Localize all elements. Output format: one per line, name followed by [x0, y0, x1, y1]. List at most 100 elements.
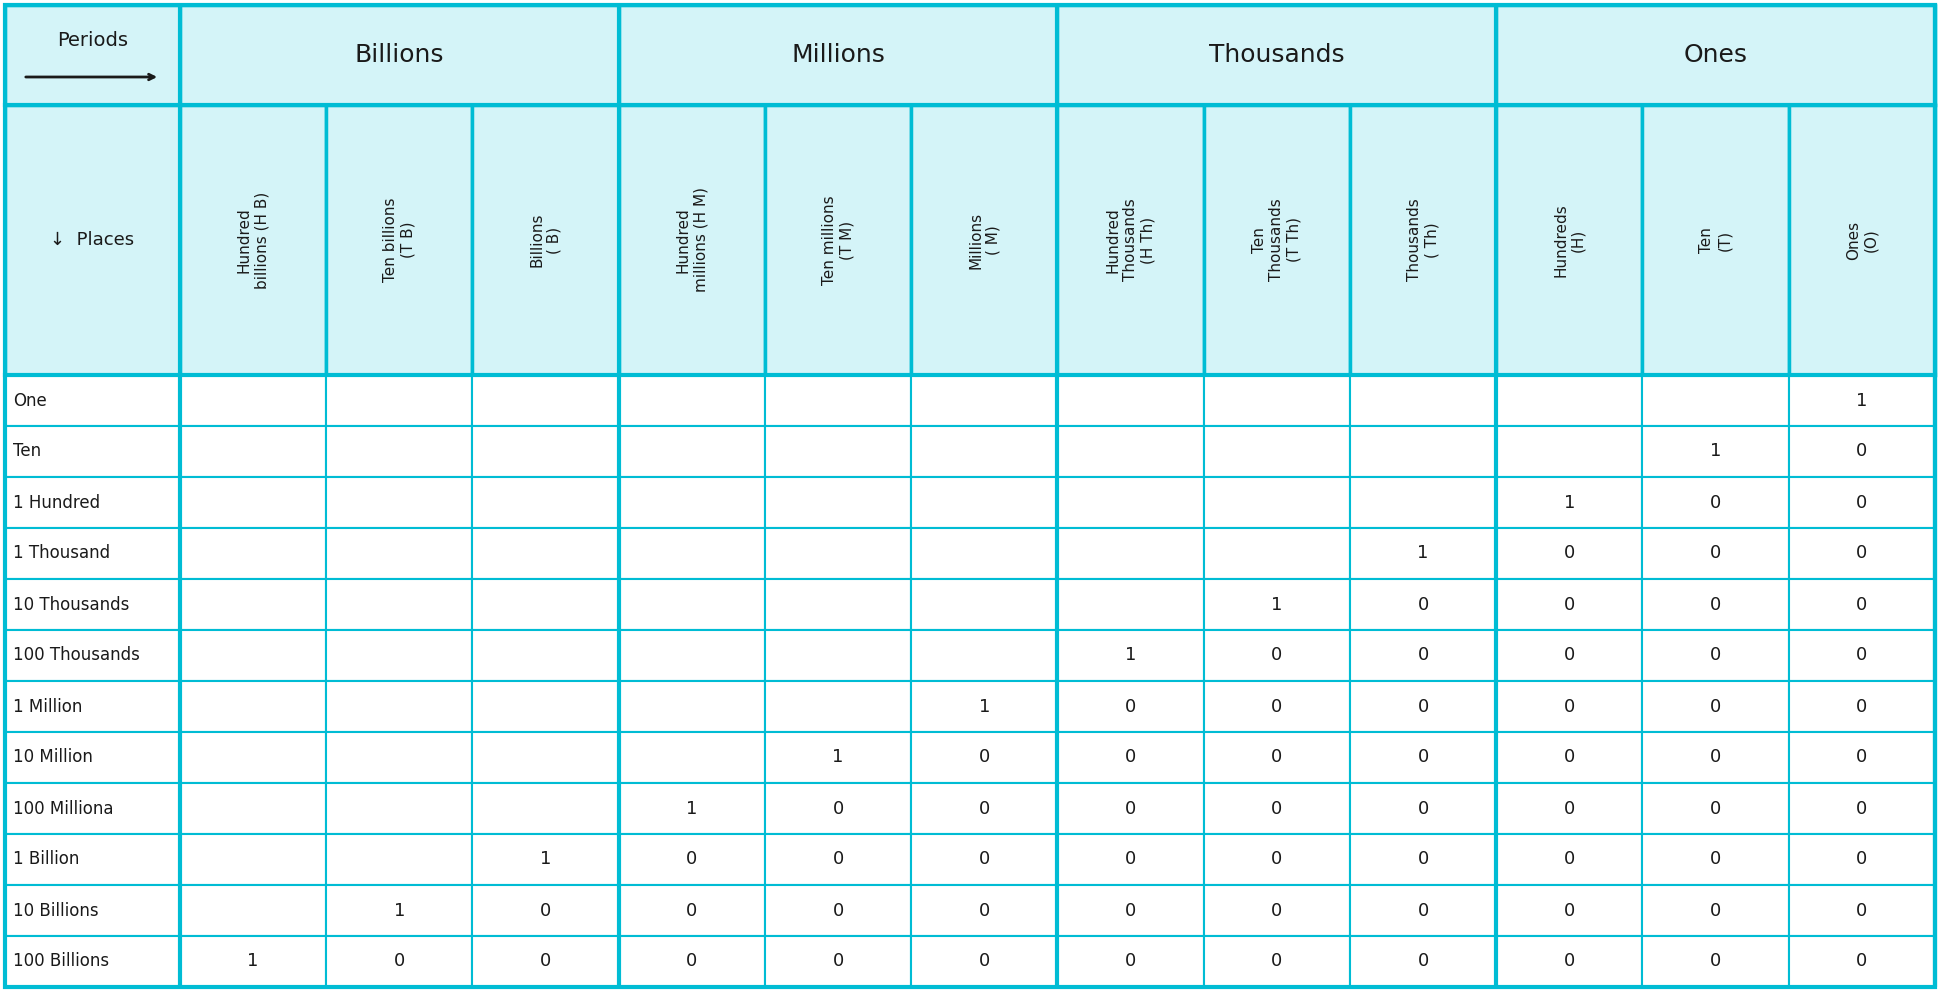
- Bar: [619, 375, 764, 426]
- Bar: [911, 783, 1057, 834]
- Text: Ones: Ones: [1683, 43, 1747, 67]
- Text: 1: 1: [977, 697, 989, 715]
- Text: 0: 0: [1563, 545, 1574, 562]
- Bar: [1788, 783, 1933, 834]
- Bar: [326, 579, 473, 630]
- Text: 0: 0: [539, 902, 551, 920]
- Bar: [1788, 528, 1933, 579]
- Bar: [180, 579, 326, 630]
- Bar: [1495, 936, 1642, 987]
- Bar: [473, 936, 619, 987]
- Bar: [6, 579, 180, 630]
- Text: 1 Billion: 1 Billion: [14, 850, 79, 869]
- Bar: [1057, 579, 1202, 630]
- Bar: [764, 477, 911, 528]
- Bar: [1495, 885, 1642, 936]
- Bar: [1202, 375, 1350, 426]
- Bar: [1788, 375, 1933, 426]
- Text: Hundred
billions (H B): Hundred billions (H B): [237, 191, 270, 289]
- Text: 0: 0: [832, 902, 843, 920]
- Bar: [1788, 732, 1933, 783]
- Bar: [1202, 783, 1350, 834]
- Bar: [326, 528, 473, 579]
- Bar: [1202, 579, 1350, 630]
- Bar: [1202, 528, 1350, 579]
- Bar: [473, 834, 619, 885]
- Bar: [1350, 630, 1495, 681]
- Bar: [764, 579, 911, 630]
- Text: 0: 0: [1270, 800, 1282, 817]
- Text: 0: 0: [832, 952, 843, 970]
- Bar: [1495, 375, 1642, 426]
- Bar: [619, 783, 764, 834]
- Bar: [1642, 885, 1788, 936]
- Text: 0: 0: [1270, 647, 1282, 665]
- Text: 1: 1: [686, 800, 698, 817]
- Bar: [911, 936, 1057, 987]
- Bar: [1788, 477, 1933, 528]
- Text: 0: 0: [1708, 493, 1720, 512]
- Bar: [180, 105, 326, 375]
- Bar: [1642, 375, 1788, 426]
- Bar: [180, 528, 326, 579]
- Text: 0: 0: [979, 850, 989, 869]
- Bar: [619, 5, 1057, 105]
- Bar: [619, 936, 764, 987]
- Bar: [619, 630, 764, 681]
- Bar: [180, 426, 326, 477]
- Text: 0: 0: [1563, 952, 1574, 970]
- Bar: [1495, 732, 1642, 783]
- Bar: [1788, 579, 1933, 630]
- Text: 0: 0: [1856, 493, 1867, 512]
- Bar: [1495, 5, 1933, 105]
- Text: 0: 0: [686, 850, 698, 869]
- Text: Thousands: Thousands: [1208, 43, 1344, 67]
- Text: 10 Million: 10 Million: [14, 749, 93, 767]
- Bar: [473, 105, 619, 375]
- Bar: [6, 375, 180, 426]
- Text: 0: 0: [1563, 595, 1574, 613]
- Bar: [1057, 105, 1202, 375]
- Text: 1 Hundred: 1 Hundred: [14, 493, 101, 512]
- Text: 0: 0: [1856, 902, 1867, 920]
- Bar: [1642, 528, 1788, 579]
- Bar: [1350, 477, 1495, 528]
- Bar: [1057, 426, 1202, 477]
- Text: 0: 0: [1708, 697, 1720, 715]
- Bar: [1202, 630, 1350, 681]
- Text: 0: 0: [1270, 697, 1282, 715]
- Bar: [1495, 783, 1642, 834]
- Bar: [1495, 834, 1642, 885]
- Bar: [764, 936, 911, 987]
- Bar: [180, 375, 326, 426]
- Bar: [764, 105, 911, 375]
- Text: 0: 0: [1417, 697, 1427, 715]
- Bar: [326, 477, 473, 528]
- Text: 0: 0: [1563, 800, 1574, 817]
- Bar: [619, 681, 764, 732]
- Bar: [1350, 528, 1495, 579]
- Bar: [1057, 936, 1202, 987]
- Bar: [764, 375, 911, 426]
- Bar: [1057, 630, 1202, 681]
- Text: 0: 0: [1563, 697, 1574, 715]
- Bar: [6, 834, 180, 885]
- Bar: [1788, 630, 1933, 681]
- Text: 1 Million: 1 Million: [14, 697, 81, 715]
- Bar: [1350, 834, 1495, 885]
- Bar: [619, 477, 764, 528]
- Text: 0: 0: [1417, 749, 1427, 767]
- Bar: [180, 783, 326, 834]
- Bar: [6, 477, 180, 528]
- Text: 0: 0: [1856, 800, 1867, 817]
- Text: 0: 0: [394, 952, 405, 970]
- Text: Periods: Periods: [56, 31, 128, 50]
- Text: 0: 0: [1856, 697, 1867, 715]
- Bar: [764, 885, 911, 936]
- Text: 0: 0: [1856, 850, 1867, 869]
- Bar: [326, 426, 473, 477]
- Text: 0: 0: [1270, 902, 1282, 920]
- Bar: [764, 630, 911, 681]
- Text: 0: 0: [1708, 545, 1720, 562]
- Bar: [911, 579, 1057, 630]
